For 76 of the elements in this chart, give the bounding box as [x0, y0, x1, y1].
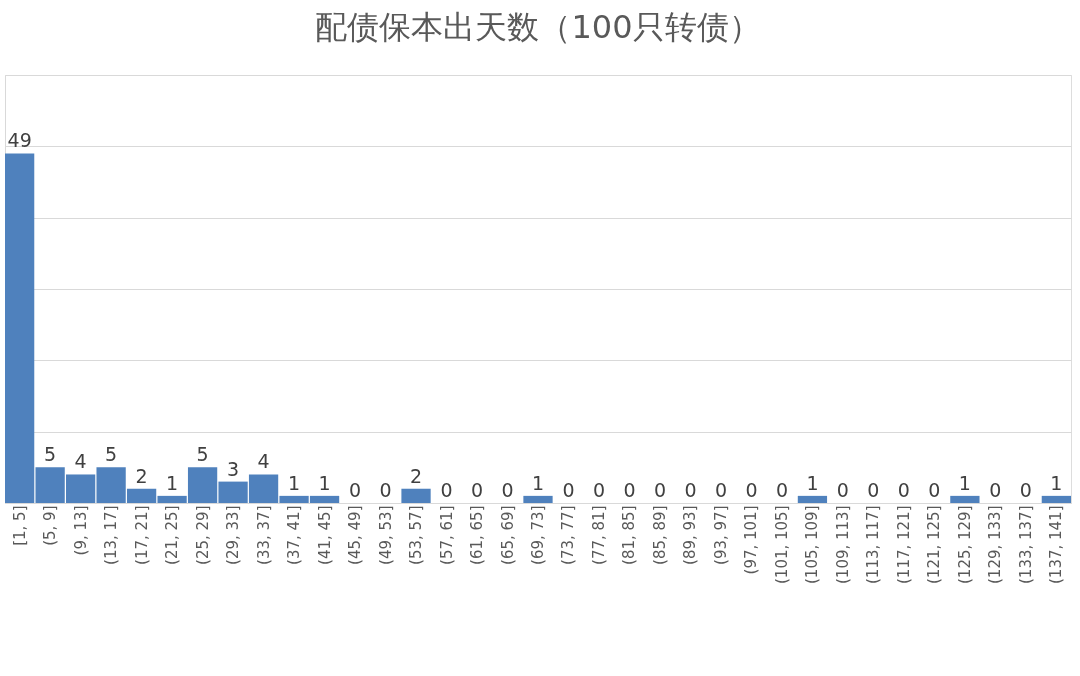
data-label: 0: [684, 479, 697, 501]
data-label: 3: [227, 457, 240, 480]
x-tick-label: (77, 81]: [589, 505, 608, 565]
x-tick-label: (117, 121]: [894, 505, 913, 585]
x-tick-label: (69, 73]: [529, 505, 547, 565]
x-tick-label: (129, 133]: [986, 505, 1005, 585]
x-tick-label: (13, 17]: [102, 505, 121, 565]
x-tick-label: (101, 105]: [772, 505, 791, 585]
x-tick-label: (33, 37]: [254, 505, 273, 565]
data-label: 4: [74, 450, 87, 473]
x-tick-label: (85, 89]: [650, 505, 669, 565]
x-tick-label: (61, 65]: [468, 505, 487, 565]
x-tick-label: (65, 69]: [498, 505, 517, 565]
bar: [950, 495, 980, 503]
data-label: 5: [44, 443, 57, 466]
bar: [401, 488, 431, 503]
x-tick-label: (137, 141]: [1047, 505, 1066, 585]
data-label: 0: [623, 479, 636, 501]
x-tick-label: (41, 45]: [315, 505, 334, 565]
x-tick-label: (17, 21]: [132, 505, 151, 565]
x-tick-label: (53, 57]: [407, 505, 426, 565]
data-label: 2: [409, 464, 423, 487]
x-tick-label: (133, 137]: [1016, 505, 1035, 585]
data-label: 0: [836, 479, 849, 501]
data-label: 5: [196, 443, 209, 466]
bar: [797, 495, 828, 503]
data-label: 1: [288, 471, 301, 494]
x-tick-label: (57, 61]: [437, 505, 456, 565]
data-label: 0: [775, 479, 788, 501]
x-tick-label: (5, 9]: [41, 505, 60, 546]
data-label: 0: [379, 479, 392, 501]
data-label: 4: [257, 450, 270, 473]
x-tick-label: (121, 125]: [925, 505, 944, 585]
x-tick-label: (105, 109]: [803, 505, 822, 585]
x-tick-label: (9, 13]: [71, 505, 90, 556]
data-label: 0: [562, 479, 575, 501]
x-tick-label: (37, 41]: [285, 505, 304, 565]
data-label: 1: [531, 471, 545, 494]
data-label: 1: [806, 471, 819, 494]
x-tick-label: (89, 93]: [681, 505, 700, 565]
data-label: 1: [1050, 471, 1063, 494]
x-tick-label: (73, 77]: [559, 505, 578, 565]
data-label: 0: [928, 479, 941, 501]
x-tick-label: (29, 33]: [224, 505, 243, 565]
x-tick-label: (109, 113]: [833, 505, 852, 585]
data-label: 5: [105, 443, 118, 466]
data-label: 0: [989, 479, 1002, 501]
data-label: 49: [7, 129, 32, 152]
data-label: 1: [318, 471, 331, 494]
data-label: 0: [714, 479, 727, 501]
x-tick-label: (45, 49]: [346, 505, 365, 565]
x-tick-label: (97, 101]: [742, 505, 761, 575]
x-tick-label: (125, 129]: [955, 505, 974, 585]
data-label: 0: [349, 479, 362, 501]
x-tick-label: [1, 5]: [10, 505, 29, 546]
x-tick-label: (49, 53]: [376, 505, 395, 565]
chart-title: 配债保本出天数（100只转债）: [315, 8, 761, 46]
data-label: 0: [745, 479, 758, 501]
data-label: 2: [135, 464, 148, 487]
x-tick-label: (113, 117]: [864, 505, 883, 585]
x-tick-label: (81, 85]: [620, 505, 639, 565]
bar: [1041, 495, 1071, 503]
data-label: 0: [470, 479, 484, 501]
bar: [523, 495, 553, 503]
data-label: 0: [501, 479, 514, 501]
x-tick-label: (25, 29]: [193, 505, 212, 565]
data-label: 1: [958, 471, 971, 494]
data-label: 0: [592, 479, 606, 501]
data-label: 0: [440, 479, 453, 501]
data-label: 0: [653, 479, 667, 501]
data-label: 0: [1019, 479, 1032, 501]
data-label: 0: [867, 479, 880, 501]
x-tick-label: (21, 25]: [163, 505, 182, 565]
data-label: 1: [166, 471, 179, 494]
x-tick-label: (93, 97]: [711, 505, 730, 565]
data-label: 0: [897, 479, 910, 501]
